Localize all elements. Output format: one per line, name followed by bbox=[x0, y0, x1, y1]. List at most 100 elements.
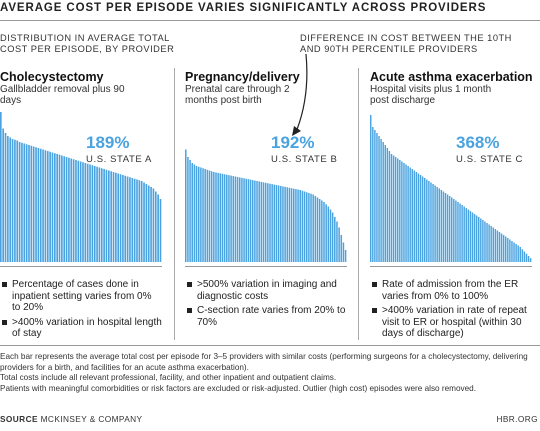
bar-series bbox=[0, 112, 162, 262]
bar bbox=[397, 158, 399, 262]
bar bbox=[256, 181, 258, 262]
bar bbox=[124, 175, 127, 262]
bar bbox=[492, 227, 494, 262]
bar bbox=[463, 206, 465, 262]
bar bbox=[241, 177, 243, 262]
bar bbox=[280, 185, 282, 262]
bar bbox=[191, 163, 193, 262]
bar bbox=[338, 227, 340, 262]
bar-series bbox=[370, 115, 532, 262]
bar bbox=[515, 244, 517, 262]
bar bbox=[105, 169, 108, 262]
bar bbox=[126, 176, 129, 262]
difference-value: 189% bbox=[86, 133, 130, 152]
bar bbox=[488, 224, 490, 262]
bar bbox=[331, 212, 334, 262]
bar bbox=[262, 182, 265, 262]
bar bbox=[234, 176, 237, 262]
bar bbox=[226, 174, 228, 262]
bar bbox=[245, 178, 247, 262]
bar bbox=[208, 170, 211, 262]
bar bbox=[521, 249, 524, 262]
bar bbox=[384, 145, 386, 262]
bar bbox=[494, 229, 497, 262]
bar bbox=[159, 199, 162, 262]
bar bbox=[204, 169, 206, 262]
bar bbox=[195, 166, 198, 262]
bar bbox=[110, 171, 112, 262]
bar bbox=[77, 160, 80, 262]
bar bbox=[54, 153, 56, 262]
footnote: Total costs include all relevant profess… bbox=[0, 373, 337, 382]
bar bbox=[401, 161, 403, 262]
bar bbox=[321, 200, 323, 262]
bar bbox=[4, 133, 7, 262]
bar bbox=[63, 156, 66, 262]
bar bbox=[56, 154, 58, 262]
bar bbox=[411, 169, 413, 262]
bar-series bbox=[185, 149, 347, 262]
bar bbox=[475, 215, 478, 262]
bar bbox=[336, 221, 338, 262]
bar bbox=[185, 149, 187, 262]
bar bbox=[334, 217, 336, 262]
bar bbox=[119, 174, 122, 262]
bar bbox=[213, 172, 215, 262]
bar bbox=[374, 130, 376, 262]
bar bbox=[409, 167, 411, 262]
bar bbox=[340, 235, 343, 262]
bar bbox=[442, 191, 445, 262]
bar bbox=[129, 177, 131, 262]
bar bbox=[100, 168, 103, 262]
bullet-item: C-section rate varies from 20% to 70% bbox=[187, 305, 347, 328]
bar bbox=[68, 157, 70, 262]
bar bbox=[157, 194, 159, 262]
source-label: SOURCE bbox=[0, 414, 38, 424]
bar bbox=[372, 127, 374, 262]
state-label: U.S. STATE A bbox=[86, 154, 152, 165]
bar bbox=[14, 139, 16, 262]
annotation-arrow bbox=[292, 53, 308, 136]
bar bbox=[344, 250, 347, 262]
bar bbox=[143, 182, 145, 262]
bar bbox=[273, 184, 276, 262]
bar bbox=[500, 233, 503, 262]
bar bbox=[247, 179, 250, 262]
bar bbox=[275, 185, 278, 262]
bar bbox=[370, 115, 372, 262]
bar bbox=[295, 189, 297, 262]
bar bbox=[91, 165, 94, 262]
bullet-item: >400% variation in hospital length of st… bbox=[2, 317, 162, 340]
bar bbox=[293, 188, 295, 262]
bar bbox=[150, 187, 152, 262]
bar bbox=[453, 199, 455, 262]
panel-subtitle: Prenatal care through 2 months post birt… bbox=[185, 84, 290, 106]
bar bbox=[49, 151, 51, 262]
bar bbox=[312, 194, 314, 262]
bar bbox=[93, 166, 96, 262]
bar bbox=[434, 185, 436, 262]
bar bbox=[58, 154, 61, 262]
source-text: MCKINSEY & COMPANY bbox=[40, 414, 143, 424]
bar bbox=[217, 172, 219, 262]
bullet-list: Rate of admission from the ER varies fro… bbox=[372, 279, 537, 343]
bullet-item: >500% variation in imaging and diagnosti… bbox=[187, 279, 347, 302]
bar bbox=[329, 209, 332, 262]
bar bbox=[480, 218, 482, 262]
bar bbox=[305, 192, 308, 262]
bar bbox=[243, 178, 245, 262]
bar bbox=[112, 172, 115, 262]
bar bbox=[131, 178, 134, 262]
bar bbox=[523, 251, 526, 262]
state-label: U.S. STATE B bbox=[271, 154, 338, 165]
bar bbox=[251, 180, 254, 262]
bullet-item: >400% variation in rate of repeat visit … bbox=[372, 305, 537, 340]
bar bbox=[89, 164, 91, 262]
bar bbox=[436, 187, 438, 262]
bar bbox=[457, 202, 459, 262]
bar bbox=[23, 143, 26, 262]
bar bbox=[7, 136, 9, 262]
bar bbox=[236, 176, 239, 262]
bar bbox=[388, 151, 391, 262]
bar bbox=[133, 178, 136, 262]
